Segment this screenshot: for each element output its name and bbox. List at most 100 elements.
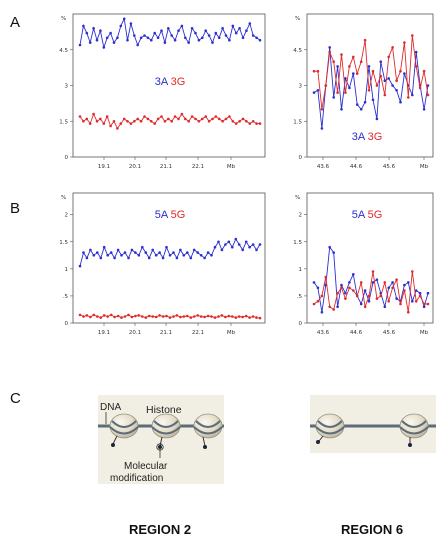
data-point [120,254,123,257]
data-point [116,248,120,252]
data-point [167,117,170,121]
data-point [153,122,156,125]
data-point [234,31,238,35]
data-point [414,300,418,303]
data-point [139,120,143,123]
data-point [88,122,92,125]
data-point [168,254,172,257]
data-point [99,256,103,260]
data-point [106,315,109,318]
data-point [411,270,414,273]
x-tick-label: 43.6 [317,164,330,170]
data-point [82,24,85,28]
data-point [217,117,221,121]
data-point [332,96,336,99]
data-point [248,245,251,249]
data-point [328,305,332,309]
data-point [418,291,422,295]
data-point [336,65,339,68]
x-tick-label: 44.6 [350,164,363,170]
data-point [206,314,210,318]
data-point [227,240,231,244]
x-tick-label: Mb [227,330,236,336]
data-point [332,251,336,254]
plot-frame [72,192,266,324]
data-point [141,315,144,318]
data-point [336,305,339,309]
data-point [375,84,379,87]
data-point [190,115,194,118]
data-point [102,314,106,317]
data-point [407,281,410,284]
data-point [255,316,258,319]
data-point [258,316,262,320]
histone [109,413,139,447]
data-point [109,251,113,254]
data-point [371,281,375,284]
data-point [228,38,231,42]
y-tick-label: 1.5 [59,240,68,246]
data-point [92,112,95,116]
modification-marker-icon [156,443,164,451]
data-point [221,27,224,30]
data-point [231,24,235,28]
data-point [258,243,262,246]
data-point [411,34,414,37]
data-point [258,122,262,125]
data-point [414,65,418,68]
data-point [170,120,173,123]
data-point [320,127,324,130]
data-point [320,294,324,298]
data-point [144,316,148,319]
data-point [122,17,126,21]
data-point [82,251,85,254]
data-point [85,31,89,35]
data-point [399,302,402,306]
panel-label-c: C [10,390,21,407]
y-tick-label: 4.5 [293,48,302,54]
data-point [120,316,123,319]
data-point [196,251,199,254]
data-point [123,251,127,254]
data-point [82,315,85,318]
data-point [99,316,103,319]
data-point [403,283,406,287]
y-tick-label: 1.5 [293,119,302,125]
data-point [192,315,196,318]
data-point [129,22,133,25]
data-point [112,41,116,44]
data-point [206,251,210,254]
data-point [312,281,316,284]
data-point [375,297,379,300]
data-point [241,36,245,40]
data-point [320,108,324,111]
x-tick-label: 21.1 [160,330,172,336]
data-point [177,29,180,32]
data-point [211,117,214,121]
data-point [187,41,190,44]
panel-label-a: A [10,14,21,31]
data-point [163,41,167,44]
x-tick-label: 19.1 [98,330,110,336]
data-point [316,69,320,73]
data-point [383,305,387,309]
data-point [251,34,255,37]
data-point [184,36,187,40]
data-point [113,256,116,260]
data-point [139,36,143,40]
data-point [194,31,197,35]
x-tick-label: 21.1 [160,164,172,170]
data-point [173,38,177,42]
data-point [158,314,161,317]
data-point [112,120,116,123]
data-point [92,313,96,317]
data-point [194,117,197,121]
histone [315,413,345,444]
data-point [387,77,391,80]
data-point [248,316,251,319]
data-point [85,117,89,121]
data-point [228,115,231,118]
data-point [328,46,332,49]
data-point [153,31,156,35]
